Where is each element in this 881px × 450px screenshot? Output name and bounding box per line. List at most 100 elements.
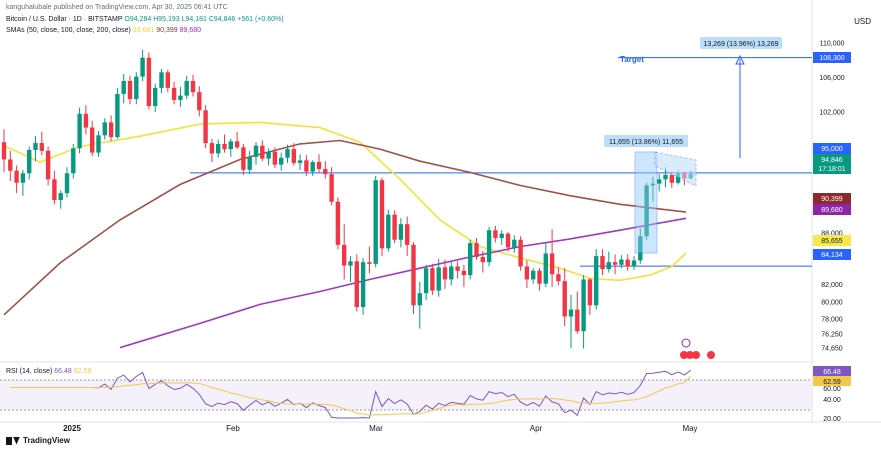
candle-body [650,183,656,186]
candle-body [228,141,233,150]
rsi-line [10,369,691,419]
candle-body [310,162,315,172]
candle-body [279,157,284,165]
candle-body [190,80,196,93]
candle-body [342,244,347,266]
candle-body [165,72,170,88]
candle-body [8,159,13,171]
candle-body [669,175,674,183]
sma200-value: 89,680 [179,27,202,34]
candle-body [367,262,372,264]
rsi-legend-value: 66.48 [54,368,72,375]
candle-body [71,148,76,174]
candle-body [83,113,89,128]
candle-body [64,173,70,194]
sma50-line [3,121,687,282]
candle-body [153,87,158,106]
close-price-text: 94,846 [821,157,843,164]
candle-body [77,113,82,149]
candles [1,49,693,349]
price-tick-label: 82,000 [821,282,843,289]
candle-body [335,201,341,245]
rsi-label: RSI (14, close) [6,368,53,375]
candle-body [360,262,366,308]
candle-body [323,168,328,175]
candle-body [386,214,391,249]
candle-body [216,143,221,154]
countdown-text: 17:18:01 [818,166,845,173]
candle-body [45,150,51,180]
range-measure-label-box [604,135,688,147]
brand-text: TradingView [23,436,70,445]
sma100-tag [813,193,851,204]
earnings-flag-icon[interactable] [680,351,688,359]
flag-pattern [654,151,697,187]
range-measure-text: 11,655 (13.86%) 11,655 [609,139,683,146]
candle-body [247,156,252,170]
candle-body [297,160,303,163]
currency-label: USD [854,17,871,26]
support-text: 84,134 [821,252,843,259]
time-tick-feb: Feb [226,424,240,433]
candle-body [512,239,517,248]
price-tick-label: 88,000 [821,230,843,237]
candle-body [140,57,145,77]
candle-body [1,142,7,160]
candle-body [587,279,593,306]
candle-body [442,267,448,280]
candle-body [657,179,662,184]
tradingview-brand[interactable]: TradingView [6,436,70,445]
candle-body [631,260,637,267]
candle-body [423,268,429,294]
candle-body [102,122,107,136]
candle-body [115,93,120,138]
price-tags: 108,300 95,000 94,846 17:18:01 90,399 89… [813,52,851,386]
sma100-line [3,139,687,316]
candle-body [663,175,668,180]
candle-body [436,267,441,291]
earnings-flag-icon[interactable] [707,351,715,359]
earnings-flag-icon[interactable] [692,351,700,359]
candle-body [39,143,44,151]
candle-body [518,239,523,267]
target-label: Target [620,55,644,64]
earnings-flag-icon[interactable] [686,351,694,359]
candle-body [474,243,479,257]
event-icon[interactable] [681,338,691,348]
candle-body [619,259,624,265]
rsi-value-tag [813,366,851,376]
rsi-tick-20: 20.00 [823,416,841,423]
candle-body [329,174,334,202]
rsi-legend-ma: 62.59 [73,368,92,375]
sma-legend: SMAs (50, close, 100, close, 200, close)… [6,27,201,34]
time-tick-2025: 2025 [63,424,81,433]
candle-body [625,259,630,267]
level-lines [190,57,812,267]
price-tick-label: 102,000 [819,110,844,117]
candle-body [499,233,504,238]
candle-body [543,253,548,284]
rsi-band [0,380,812,410]
candle-body [430,268,435,291]
candle-body [171,87,177,100]
candle-body [449,266,454,280]
candle-body [184,80,189,96]
candle-body [241,147,246,170]
sma50-tag-text: 85,655 [821,238,843,245]
candle-body [505,233,511,248]
candle-body [411,244,416,306]
candle-body [392,214,397,240]
candle-body [33,143,38,150]
candle-body [266,151,271,159]
sma200-tag-text: 89,680 [821,207,843,214]
price-tick-label: 78,000 [821,317,843,324]
candle-body [468,243,473,276]
time-tick-may: May [682,424,697,433]
candle-body [568,309,574,317]
rsi-tick-60: 60.00 [823,386,841,393]
candle-body [531,270,536,280]
candle-body [159,72,164,88]
candle-body [556,274,561,282]
candle-body [197,92,202,111]
